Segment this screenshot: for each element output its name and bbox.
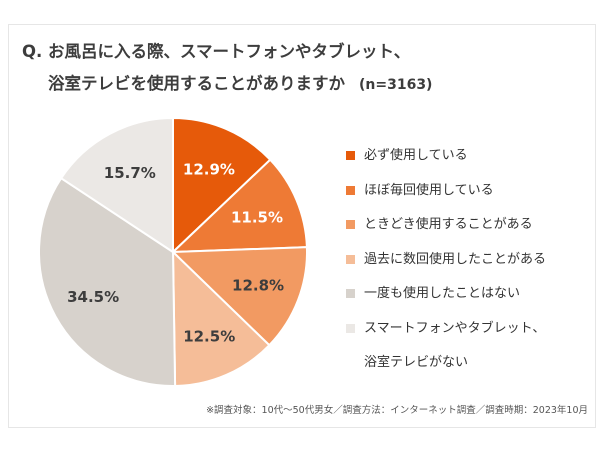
slice-label: 12.9% [183, 160, 235, 178]
pie-slice-1 [170, 158, 308, 254]
legend-swatch [346, 151, 355, 160]
chart-title: Q. お風呂に入る際、スマートフォンやタブレット、 浴室テレビを使用することがあ… [22, 36, 432, 101]
legend-item: 一度も使用したことはない [346, 284, 546, 319]
pie-slice-5 [59, 116, 174, 254]
legend-label: 過去に数回使用したことがある [364, 251, 547, 267]
legend-label: ときどき使用することがある [364, 217, 533, 232]
slice-label: 11.5% [231, 209, 283, 227]
legend-item: 必ず使用している [346, 146, 546, 181]
legend-swatch [346, 185, 355, 195]
legend-label: スマートフォンやタブレット、 浴室テレビがない [364, 320, 546, 370]
legend-label: 一度も使用したことはない [364, 286, 521, 301]
pie-slice-2 [170, 246, 308, 347]
legend-item: スマートフォンやタブレット、 浴室テレビがない [346, 319, 546, 370]
pie-slice-4 [38, 176, 177, 387]
footnote: ※調査対象：10代〜50代男女／調査方法：インターネット調査／調査時期：2023… [206, 405, 588, 416]
slice-label: 12.5% [183, 328, 235, 346]
legend-swatch [346, 254, 355, 264]
slice-label: 15.7% [104, 164, 156, 182]
legend-item: 過去に数回使用したことがある [346, 250, 546, 285]
legend-swatch [346, 220, 355, 229]
legend: 必ず使用しているほぼ毎回使用しているときどき使用することがある 過去に数回使用した… [346, 146, 546, 370]
legend-swatch [346, 289, 355, 298]
legend-item: ほぼ毎回使用している [346, 181, 546, 216]
slice-label: 34.5% [67, 288, 119, 306]
sample-size: (n=3163) [359, 77, 433, 93]
legend-item: ときどき使用することがある [346, 215, 546, 250]
pie-slice-0 [172, 116, 272, 255]
title-line1: Q. お風呂に入る際、スマートフォンやタブレット、 [22, 42, 411, 61]
legend-swatch [346, 323, 355, 333]
legend-label: 必ず使用している [364, 148, 468, 163]
legend-label: ほぼ毎回使用している [364, 182, 494, 198]
slice-label: 12.8% [232, 277, 284, 295]
pie-slice-3 [171, 249, 271, 387]
title-line2: 浴室テレビを使用することがありますか [48, 74, 345, 93]
